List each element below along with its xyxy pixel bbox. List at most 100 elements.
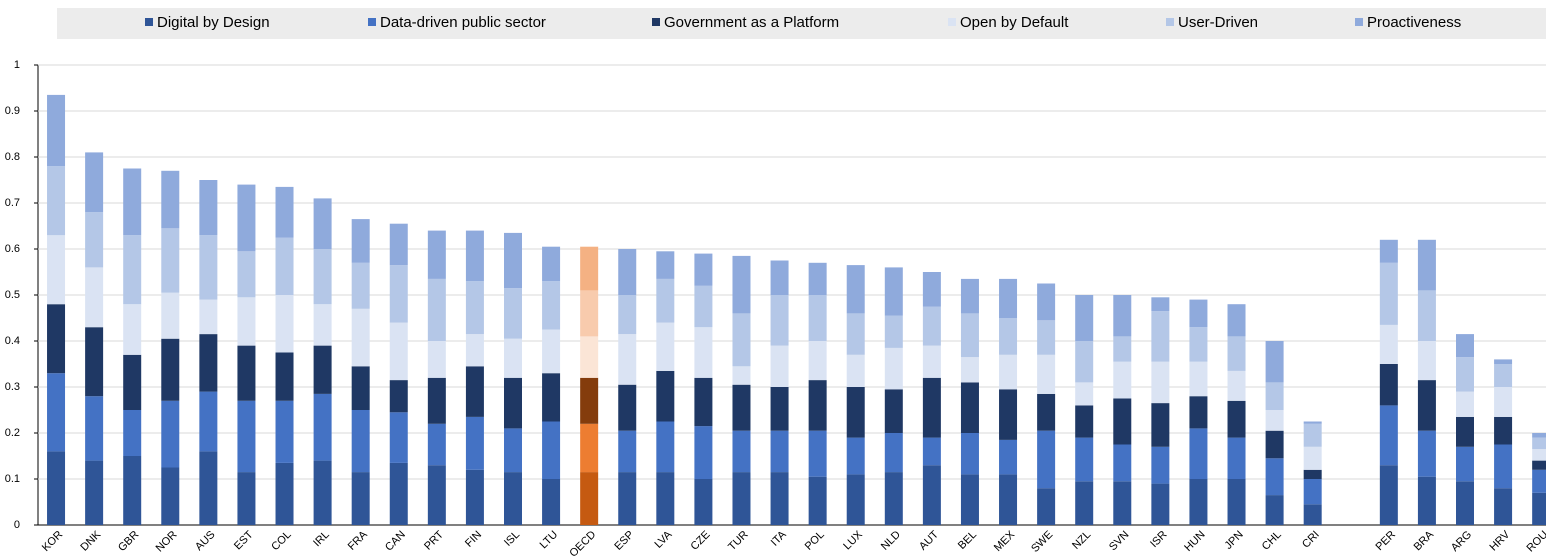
bar-segment <box>1037 320 1056 355</box>
bar-segment <box>47 235 66 305</box>
bar-segment <box>389 380 408 413</box>
bar-segment <box>1075 295 1094 341</box>
y-tick-label: 0.4 <box>5 335 20 347</box>
bar-segment <box>1417 380 1436 431</box>
bar-segment <box>884 315 903 348</box>
bar-segment <box>1075 481 1094 525</box>
bar-segment <box>47 373 66 452</box>
bar-segment <box>922 377 941 438</box>
bar-segment <box>161 400 180 468</box>
bar-segment <box>199 451 218 525</box>
legend-swatch <box>1355 18 1363 26</box>
bar-segment <box>161 467 180 525</box>
bar-segment <box>1151 483 1170 525</box>
bar-segment <box>1227 370 1246 401</box>
x-tick-label: POL <box>803 529 827 553</box>
bar-segment <box>1189 396 1208 429</box>
bar-segment <box>275 237 294 295</box>
bar-segment <box>694 253 713 286</box>
bar-segment <box>1303 504 1322 525</box>
bar-segment <box>808 341 827 381</box>
bar-segment <box>960 433 979 475</box>
x-tick-label: AUS <box>193 529 217 553</box>
bar-segment <box>1113 444 1132 482</box>
y-tick-label: 0.6 <box>5 243 20 255</box>
bar-segment <box>1265 382 1284 410</box>
bar-segment <box>1265 430 1284 459</box>
bar-segment <box>161 170 180 229</box>
bar-segment <box>846 354 865 387</box>
bar-segment <box>1037 283 1056 321</box>
bar-segment <box>313 198 332 249</box>
bar-segment <box>85 267 104 328</box>
bar-segment <box>770 260 789 295</box>
bar-segment <box>618 472 637 525</box>
bar-segment <box>1379 262 1398 325</box>
bar-segment <box>1075 437 1094 482</box>
bar-segment <box>580 290 599 337</box>
bar-segment <box>389 223 408 266</box>
bar-segment <box>808 295 827 341</box>
x-tick-label: ITA <box>769 528 789 548</box>
bar-segment <box>123 410 142 456</box>
bar-segment <box>313 345 332 394</box>
bar-segment <box>1189 361 1208 397</box>
bar-segment <box>199 334 218 392</box>
x-tick-label: CHL <box>1260 529 1284 553</box>
bar-segment <box>313 460 332 525</box>
bar-segment <box>1303 479 1322 505</box>
bar-segment <box>1494 359 1513 364</box>
bar-segment <box>922 272 941 307</box>
bar-segment <box>275 352 294 401</box>
legend-swatch <box>1166 18 1174 26</box>
bar-segment <box>465 469 484 525</box>
bar-segment <box>618 430 637 473</box>
bar-segment <box>694 426 713 479</box>
bar-segment <box>732 366 751 385</box>
bar-segment <box>427 278 446 341</box>
bar-segment <box>123 354 142 410</box>
bar-segment <box>1417 239 1436 291</box>
bar-segment <box>656 278 675 323</box>
bar-segment <box>960 357 979 383</box>
legend-label: Proactiveness <box>1367 14 1461 31</box>
y-tick-label: 0.5 <box>5 289 20 301</box>
y-tick-label: 0 <box>14 519 20 531</box>
bar-segment <box>732 255 751 314</box>
bar-segment <box>1037 393 1056 431</box>
bar-segment <box>1379 465 1398 525</box>
x-tick-label: CAN <box>383 529 408 554</box>
bar-segment <box>1303 469 1322 479</box>
x-tick-label: CRI <box>1300 529 1322 551</box>
x-tick-label: FIN <box>463 529 484 550</box>
bar-segment <box>999 278 1018 318</box>
x-tick-label: OECD <box>567 529 598 560</box>
bar-segment <box>47 166 66 236</box>
x-tick-label: SWE <box>1029 529 1055 555</box>
bar-segment <box>313 304 332 346</box>
bar-segment <box>732 430 751 473</box>
bar-segment <box>770 472 789 525</box>
x-tick-label: HRV <box>1487 528 1512 553</box>
bar-segment <box>999 439 1018 475</box>
bar-segment <box>580 246 599 291</box>
bar-segment <box>808 476 827 525</box>
bar-segment <box>770 387 789 431</box>
bar-segment <box>1151 297 1170 312</box>
y-tick-label: 0.2 <box>5 427 20 439</box>
bar-segment <box>351 219 370 263</box>
x-tick-label: LVA <box>652 528 675 551</box>
x-tick-label: IRL <box>311 529 332 550</box>
bar-segment <box>199 235 218 300</box>
x-tick-label: COL <box>269 529 293 553</box>
bar-segment <box>1075 341 1094 383</box>
bar-segment <box>1151 311 1170 362</box>
bar-segment <box>1113 295 1132 337</box>
bar-segment <box>960 474 979 525</box>
x-tick-label: LTU <box>538 529 561 552</box>
bar-segment <box>1494 488 1513 525</box>
bar-segment <box>542 329 561 374</box>
bar-segment <box>1456 391 1474 417</box>
bar-segment <box>123 304 142 355</box>
